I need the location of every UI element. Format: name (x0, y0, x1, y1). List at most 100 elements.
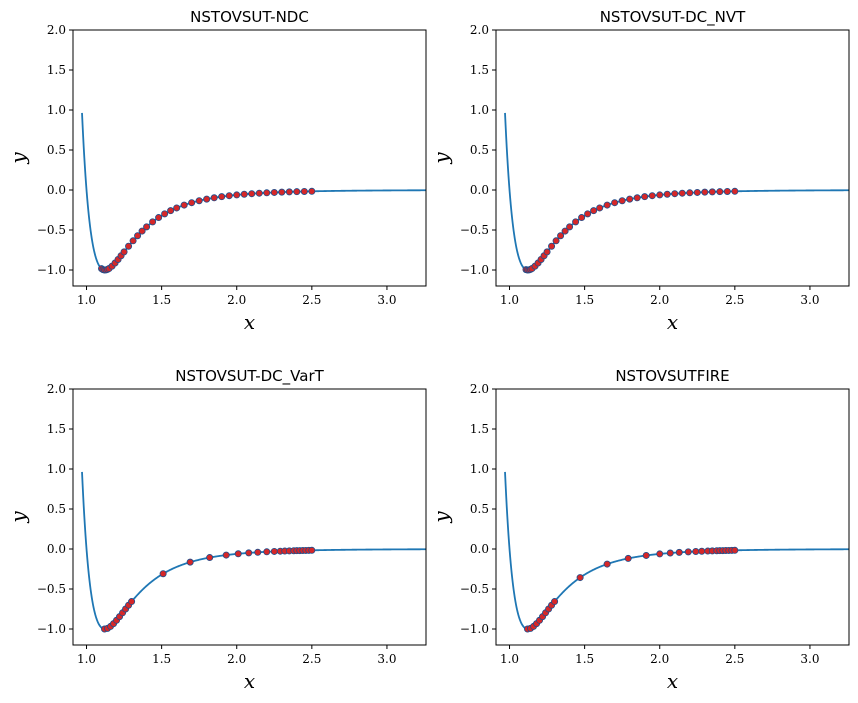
subplot-1: NSTOVSUT-NDC 1.0 1.5 2.0 2.5 3.0 2.0 1.5 1.0 0.5 0… (6, 8, 427, 334)
data-point (698, 547, 706, 555)
y-tick-label: 2.0 (47, 382, 66, 396)
data-point (134, 232, 142, 240)
data-point (255, 189, 263, 197)
data-point (656, 550, 664, 558)
data-point (548, 242, 556, 250)
y-tick-label: −1.0 (460, 263, 489, 277)
x-tick-label: 2.5 (302, 652, 321, 666)
data-point (684, 548, 692, 556)
y-tick-label: 1.0 (47, 103, 66, 117)
x-axis-label: x (244, 669, 255, 693)
subplot-2: NSTOVSUT-DC_NVT 1.0 1.5 2.0 2.5 3.0 2.0 1.5 1.0 0… (429, 8, 850, 334)
data-point (692, 548, 700, 556)
data-point (626, 195, 634, 203)
y-tick-label: 0.5 (47, 143, 66, 157)
data-point (708, 188, 716, 196)
y-axis-label: y (6, 511, 30, 524)
data-point (611, 199, 619, 207)
sample-points (522, 187, 739, 274)
axes-frame (72, 388, 427, 646)
sample-points (98, 187, 316, 274)
data-point (278, 188, 286, 196)
lennard-jones-curve (81, 471, 426, 630)
data-point (143, 223, 151, 231)
data-point (186, 558, 194, 566)
y-tick-label: 1.0 (470, 103, 489, 117)
y-tick-label: 2.0 (47, 23, 66, 37)
data-point (584, 210, 592, 218)
y-tick-label: 1.5 (47, 422, 66, 436)
x-axis-label: x (667, 310, 678, 334)
data-point (666, 549, 674, 557)
x-axis-label: x (244, 310, 255, 334)
data-point (308, 546, 316, 554)
data-point (203, 195, 211, 203)
data-point (245, 549, 253, 557)
data-point (572, 218, 580, 226)
data-point (648, 192, 656, 200)
data-point (543, 248, 551, 256)
data-point (129, 237, 137, 245)
x-tick-label: 2.0 (650, 652, 669, 666)
data-point (149, 218, 157, 226)
subplot-title: NSTOVSUT-NDC (190, 8, 309, 26)
data-point (159, 570, 167, 578)
x-tick-label: 2.0 (650, 293, 669, 307)
data-point (270, 188, 278, 196)
x-tick-label: 3.0 (800, 293, 819, 307)
y-tick-label: −1.0 (460, 622, 489, 636)
y-tick-label: 1.5 (47, 63, 66, 77)
subplot-title: NSTOVSUT-DC_NVT (600, 8, 746, 27)
x-tick-label: 2.5 (302, 293, 321, 307)
data-point (210, 194, 218, 202)
subplot-title: NSTOVSUT-DC_VarT (175, 367, 324, 386)
data-point (576, 574, 584, 582)
data-point (723, 187, 731, 195)
data-point (120, 248, 128, 256)
data-point (300, 187, 308, 195)
sample-points (101, 546, 316, 633)
x-tick-label: 3.0 (800, 652, 819, 666)
x-tick-label: 1.5 (575, 652, 594, 666)
y-tick-label: 1.0 (47, 462, 66, 476)
axes-frame (495, 29, 850, 287)
data-point (195, 197, 203, 205)
y-axis-label: y (429, 511, 453, 524)
data-point (603, 560, 611, 568)
data-point (551, 598, 559, 606)
subplot-3: NSTOVSUT-DC_VarT 1.0 1.5 2.0 2.5 3.0 2.0 1.5 1.0… (6, 367, 427, 693)
data-point (731, 187, 739, 195)
data-point (173, 204, 181, 212)
data-point (234, 550, 242, 558)
data-point (678, 189, 686, 197)
y-tick-label: 1.5 (470, 63, 489, 77)
y-tick-label: 0.5 (47, 502, 66, 516)
data-point (285, 188, 293, 196)
y-tick-label: 1.0 (470, 462, 489, 476)
data-point (180, 201, 188, 209)
x-tick-label: 1.5 (152, 293, 171, 307)
y-tick-label: 0.0 (47, 183, 66, 197)
data-point (155, 214, 163, 222)
data-point (693, 188, 701, 196)
data-point (225, 192, 233, 200)
data-point (128, 598, 136, 606)
data-point (642, 551, 650, 559)
y-axis-label: y (429, 152, 453, 165)
axes-frame (495, 388, 850, 646)
data-point (270, 547, 278, 555)
data-point (716, 188, 724, 196)
data-point (308, 187, 316, 195)
data-point (578, 214, 586, 222)
x-tick-label: 2.0 (227, 293, 246, 307)
data-point (233, 191, 241, 199)
data-point (125, 242, 133, 250)
x-tick-label: 1.5 (152, 652, 171, 666)
data-point (701, 188, 709, 196)
y-tick-label: 2.0 (470, 382, 489, 396)
x-tick-label: 1.5 (575, 293, 594, 307)
data-point (671, 190, 679, 198)
x-tick-label: 3.0 (377, 652, 396, 666)
x-tick-label: 3.0 (377, 293, 396, 307)
data-point (590, 207, 598, 215)
